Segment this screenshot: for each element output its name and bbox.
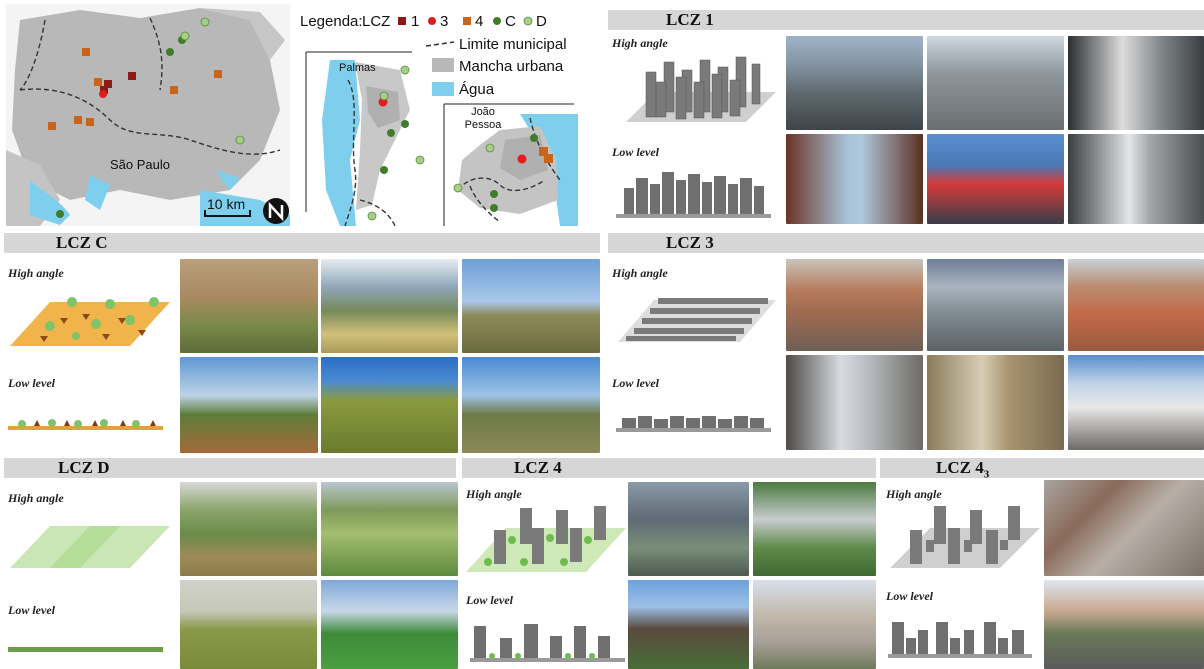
legend-limit-label: Limite municipal <box>459 36 567 53</box>
lcz4-photo-3 <box>628 580 749 669</box>
lcz3-photo-6 <box>1068 355 1204 450</box>
city-label-palmas: Palmas <box>339 62 376 74</box>
lcz1-photo-4 <box>786 134 923 224</box>
legend-item-c: C <box>505 13 516 30</box>
lcz43-high-diagram <box>890 506 1040 568</box>
lcz43-photo-2 <box>1044 580 1204 669</box>
panel-title-lcz1: LCZ 1 <box>666 10 714 29</box>
panel-header-lczd: LCZ D <box>4 458 456 478</box>
panel-header-lcz43: LCZ 43 <box>880 458 1204 480</box>
panel-header-lcz1: LCZ 1 <box>608 10 1204 30</box>
lczd-photo-3 <box>180 580 317 669</box>
lczc-photo-1 <box>180 259 318 353</box>
lcz4-low-diagram <box>470 624 625 662</box>
panel-header-lcz3: LCZ 3 <box>608 233 1204 253</box>
panel-title-lcz4: LCZ 4 <box>514 458 562 477</box>
legend-lcz-label: LCZ <box>362 13 391 30</box>
panel-header-lczc: LCZ C <box>4 233 600 253</box>
lczc-photo-4 <box>180 357 318 453</box>
map-panel: São Paulo Palmas João Pessoa 10 km Legen… <box>0 0 600 228</box>
legend-title: Legenda: <box>300 13 363 30</box>
legend-item-d: D <box>536 13 547 30</box>
lcz1-high-diagram <box>626 56 776 122</box>
panel-title-lczc: LCZ C <box>56 233 108 252</box>
lcz4-high-label: High angle <box>466 487 522 501</box>
lczd-low-label: Low level <box>8 603 55 617</box>
lczc-low-diagram <box>8 419 163 430</box>
lcz4-photo-1 <box>628 482 749 576</box>
lcz3-low-label: Low level <box>612 376 659 390</box>
lczc-high-label: High angle <box>8 266 64 280</box>
city-label-joao-pessoa-1: João Pessoa <box>453 106 513 132</box>
city-label-sao-paulo: São Paulo <box>110 157 170 172</box>
joao-pessoa-map <box>443 103 578 226</box>
legend-item-1: 1 <box>411 13 420 30</box>
lczc-photo-3 <box>462 259 600 353</box>
panel-title-lcz43-main: LCZ 4 <box>936 458 984 477</box>
lcz1-photo-2 <box>927 36 1064 130</box>
lczd-photo-4 <box>321 580 458 669</box>
scale-label: 10 km <box>207 196 246 212</box>
lcz3-photo-5 <box>927 355 1064 450</box>
legend-symbols <box>398 16 533 96</box>
lcz3-photo-1 <box>786 259 923 351</box>
lczd-high-diagram <box>10 526 170 568</box>
lczd-low-diagram <box>8 647 163 652</box>
lcz1-photo-5 <box>927 134 1064 224</box>
map-svg <box>6 4 578 227</box>
panel-title-lcz43: LCZ 43 <box>936 458 989 484</box>
legend-urban-label: Mancha urbana <box>459 58 564 75</box>
legend-item-4: 4 <box>475 13 484 30</box>
lcz4-photo-2 <box>753 482 876 576</box>
lczc-photo-6 <box>462 357 600 453</box>
lczc-low-label: Low level <box>8 376 55 390</box>
lcz3-high-label: High angle <box>612 266 668 280</box>
lcz1-low-label: Low level <box>612 145 659 159</box>
palmas-map <box>305 51 425 227</box>
lczc-photo-2 <box>321 259 458 353</box>
panel-title-lcz43-sub: 3 <box>983 468 990 481</box>
sao-paulo-map <box>6 4 290 226</box>
lcz43-low-diagram <box>888 622 1032 658</box>
lcz1-photo-6 <box>1068 134 1204 224</box>
lcz1-photo-3 <box>1068 36 1204 130</box>
lcz4-high-diagram <box>466 506 626 572</box>
lczc-high-diagram <box>10 297 170 346</box>
lcz4-photo-4 <box>753 580 876 669</box>
lczd-photo-1 <box>180 482 317 576</box>
legend-water-label: Água <box>459 81 495 98</box>
lcz43-photo-1 <box>1044 480 1204 576</box>
panel-title-lcz3: LCZ 3 <box>666 233 714 252</box>
lcz3-high-diagram <box>618 298 776 342</box>
lcz3-low-diagram <box>616 416 771 432</box>
lcz43-high-label: High angle <box>886 487 942 501</box>
lcz1-high-label: High angle <box>612 36 668 50</box>
lcz4-low-label: Low level <box>466 593 513 607</box>
panel-header-lcz4: LCZ 4 <box>462 458 876 478</box>
lczc-photo-5 <box>321 357 458 453</box>
lcz1-photo-1 <box>786 36 923 130</box>
lcz1-low-diagram <box>616 172 771 218</box>
lczd-high-label: High angle <box>8 491 64 505</box>
city-label-joao-pessoa: João Pessoa <box>464 106 502 131</box>
lcz3-photo-2 <box>927 259 1064 351</box>
lcz3-photo-4 <box>786 355 923 450</box>
lczd-photo-2 <box>321 482 458 576</box>
legend-item-3: 3 <box>440 13 449 30</box>
panel-title-lczd: LCZ D <box>58 458 110 477</box>
lcz3-photo-3 <box>1068 259 1204 351</box>
lcz43-low-label: Low level <box>886 589 933 603</box>
